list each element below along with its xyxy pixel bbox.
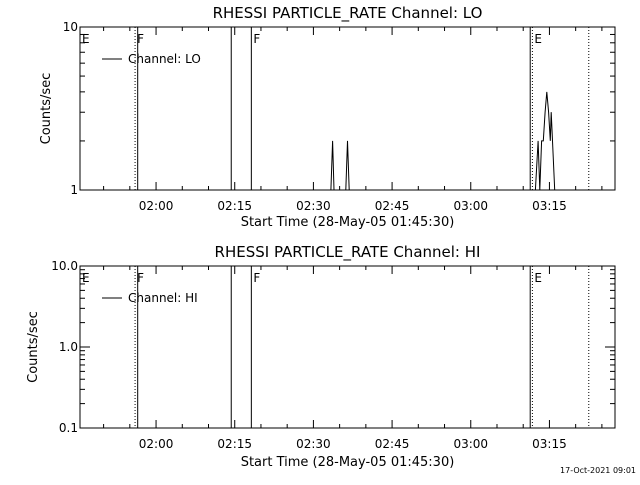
- x-tick-label: 02:30: [296, 199, 331, 213]
- legend-label: Channel: LO: [128, 52, 201, 66]
- x-axis-label: Start Time (28-May-05 01:45:30): [241, 215, 455, 230]
- event-letter-e: E: [82, 32, 90, 46]
- footer-timestamp: 17-Oct-2021 09:01: [560, 466, 636, 475]
- x-tick-label: 02:15: [217, 437, 252, 451]
- x-tick-label: 02:15: [217, 199, 252, 213]
- legend-label: Channel: HI: [128, 291, 198, 305]
- y-axis-label: Counts/sec: [26, 311, 41, 383]
- x-tick-label: 02:00: [139, 437, 174, 451]
- event-letter-e: E: [534, 271, 542, 285]
- y-axis-label: Counts/sec: [39, 73, 54, 145]
- y-tick-label: 10: [63, 20, 78, 34]
- y-tick-label: 0.1: [59, 421, 78, 435]
- x-tick-label: 03:00: [453, 199, 488, 213]
- event-letter-e: E: [534, 32, 542, 46]
- series-line: [331, 92, 555, 190]
- x-axis-label: Start Time (28-May-05 01:45:30): [241, 455, 455, 470]
- event-letter-f: F: [253, 271, 260, 285]
- x-tick-label: 03:00: [453, 437, 488, 451]
- event-letter-e: E: [82, 271, 90, 285]
- chart-title: RHESSI PARTICLE_RATE Channel: HI: [215, 243, 481, 262]
- x-tick-label: 03:15: [532, 437, 567, 451]
- x-tick-label: 02:45: [375, 199, 410, 213]
- x-tick-label: 02:00: [139, 199, 174, 213]
- x-tick-label: 02:30: [296, 437, 331, 451]
- y-tick-label: 10.0: [51, 259, 78, 273]
- y-tick-label: 1.0: [59, 340, 78, 354]
- event-letter-f: F: [253, 32, 260, 46]
- x-tick-label: 02:45: [375, 437, 410, 451]
- y-tick-label: 1: [70, 183, 78, 197]
- chart-panel-2: RHESSI PARTICLE_RATE Channel: HI 0.1 1.0 10…: [26, 243, 615, 470]
- chart-panel-1: RHESSI PARTICLE_RATE Channel: LO 1 10 Count…: [39, 4, 615, 230]
- chart-title: RHESSI PARTICLE_RATE Channel: LO: [213, 4, 483, 23]
- x-tick-label: 03:15: [532, 199, 567, 213]
